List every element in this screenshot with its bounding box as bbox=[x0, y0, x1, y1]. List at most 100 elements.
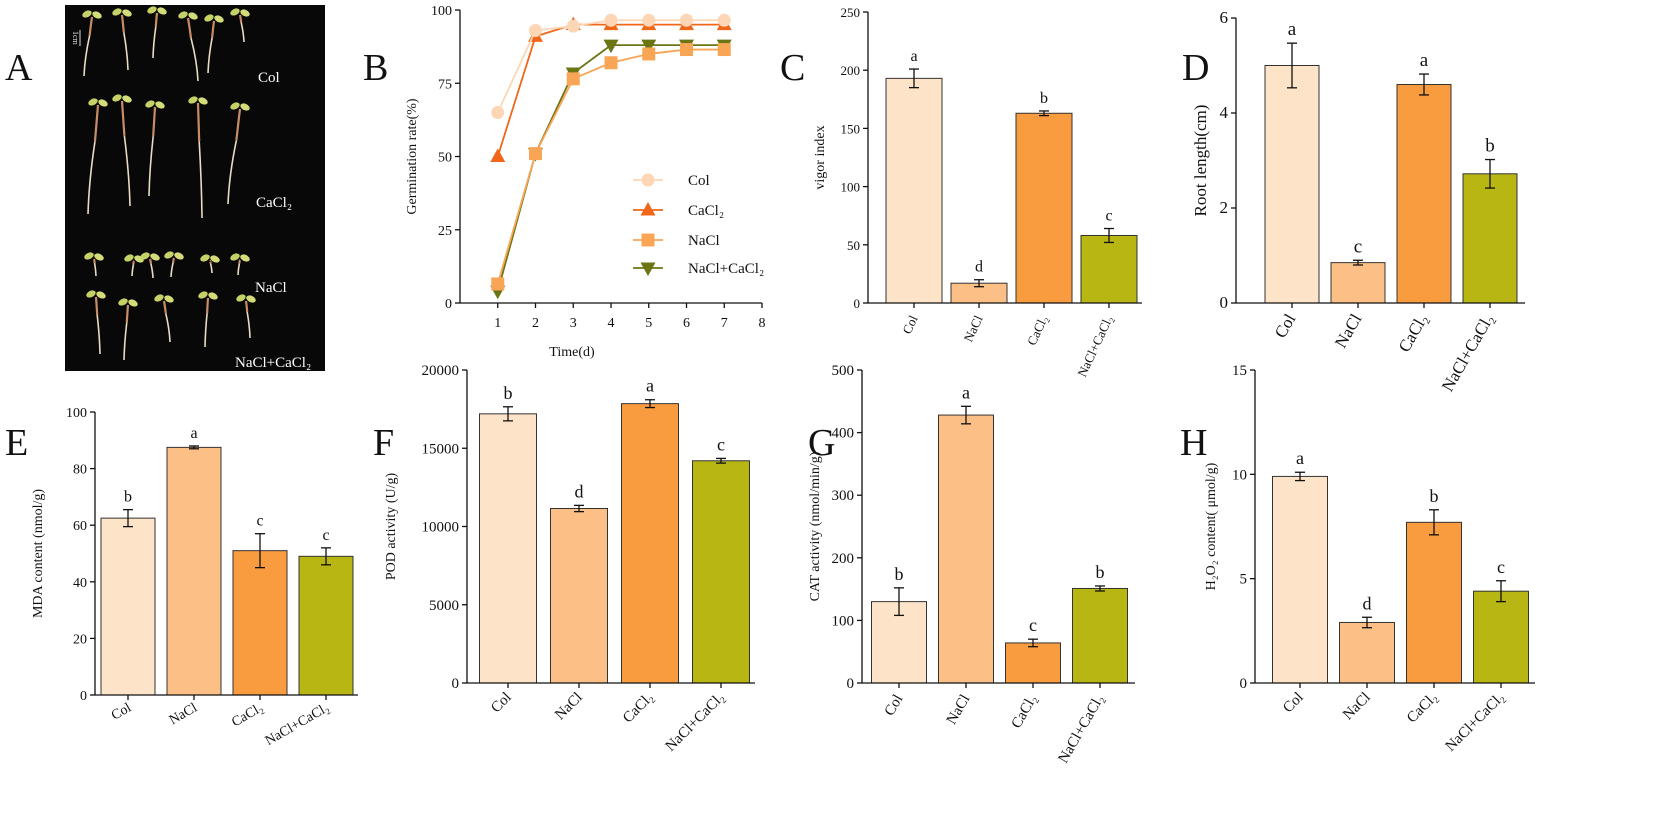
y-tick-label: 20000 bbox=[422, 363, 460, 379]
legend-item: Col bbox=[633, 173, 710, 189]
seedling-cotyledon bbox=[198, 97, 208, 105]
y-tick-label: 0 bbox=[1240, 676, 1248, 692]
y-tick-label: 400 bbox=[832, 426, 855, 442]
data-point-square bbox=[680, 43, 693, 57]
significance-letter: c bbox=[1354, 236, 1362, 257]
y-axis-title: Root length(cm) bbox=[1191, 105, 1210, 217]
seedling-hypocotyl bbox=[244, 300, 249, 313]
bar bbox=[100, 517, 156, 696]
seedling-root bbox=[150, 263, 154, 279]
seedling-root bbox=[123, 322, 128, 361]
data-point-square bbox=[529, 147, 542, 161]
seedling bbox=[178, 11, 199, 82]
seedling-hypocotyl bbox=[172, 257, 176, 263]
seedling-cotyledon bbox=[92, 11, 102, 19]
seedling-root bbox=[240, 22, 245, 43]
seedling-hypocotyl bbox=[148, 258, 152, 264]
panel-letter: C bbox=[780, 47, 805, 89]
y-tick-label: 500 bbox=[832, 363, 855, 379]
seedling-photo bbox=[65, 5, 325, 371]
seedling-cotyledon bbox=[210, 255, 220, 263]
seedling-cotyledon bbox=[94, 253, 104, 261]
significance-letter: c bbox=[1105, 208, 1112, 225]
seedling-root bbox=[209, 263, 213, 274]
photo-label-col: Col bbox=[258, 70, 280, 86]
seedling-root bbox=[198, 141, 203, 219]
y-axis-title: MDA content (nmol/g) bbox=[31, 489, 46, 618]
bar bbox=[1015, 112, 1073, 304]
legend-label: NaCl+CaCl₂ bbox=[688, 261, 764, 277]
seedling-root bbox=[87, 141, 96, 215]
significance-letter: b bbox=[1430, 486, 1439, 506]
panel-letter: A bbox=[5, 47, 33, 89]
x-tick-label: 2 bbox=[532, 316, 539, 331]
significance-letter: b bbox=[1485, 136, 1495, 157]
bar bbox=[1272, 475, 1328, 684]
seedling-cotyledon bbox=[240, 9, 250, 17]
y-tick-label: 0 bbox=[854, 296, 861, 311]
significance-letter: a bbox=[1420, 50, 1429, 71]
seedling-root bbox=[246, 311, 251, 339]
y-tick-label: 150 bbox=[841, 121, 861, 136]
series-line-2 bbox=[491, 43, 731, 291]
bar bbox=[166, 446, 222, 696]
seedling bbox=[230, 8, 250, 43]
seedling-cotyledon bbox=[230, 102, 240, 110]
x-tick-label: 3 bbox=[570, 316, 577, 331]
seedling-root bbox=[207, 37, 213, 74]
seedling-root bbox=[165, 313, 171, 343]
seedling-cotyledon bbox=[230, 8, 240, 16]
significance-letter: a bbox=[962, 382, 970, 402]
data-point-circle bbox=[604, 13, 618, 27]
bar bbox=[938, 414, 994, 684]
seedling-hypocotyl bbox=[93, 104, 100, 142]
bar bbox=[1072, 587, 1128, 684]
y-tick-label: 0 bbox=[80, 689, 87, 704]
seedling-cotyledon bbox=[154, 294, 164, 302]
y-tick-label: 4 bbox=[1220, 103, 1229, 122]
data-point-triangle-up bbox=[640, 202, 656, 216]
seedling-cotyledon bbox=[188, 12, 198, 20]
seedling bbox=[82, 10, 102, 77]
seedling bbox=[198, 291, 218, 348]
seedling-cotyledon bbox=[240, 254, 250, 262]
seedling bbox=[84, 252, 104, 277]
data-point-square bbox=[491, 277, 505, 291]
seedling bbox=[204, 14, 224, 74]
data-point-triangle-down bbox=[603, 39, 619, 54]
seedling-cotyledon bbox=[112, 94, 122, 102]
panel-f-bar-chart: FbColdNaClaCaCl₂cNaCl+CaCl₂0500010000150… bbox=[373, 363, 755, 755]
significance-letter: c bbox=[1029, 615, 1037, 635]
panel-letter: G bbox=[808, 422, 835, 464]
seedling-hypocotyl bbox=[88, 16, 94, 36]
seedling-cotyledon bbox=[230, 253, 240, 261]
data-point-triangle-down bbox=[640, 262, 656, 276]
seedling-cotyledon bbox=[140, 252, 150, 260]
bar bbox=[1005, 642, 1061, 684]
y-tick-label: 50 bbox=[438, 151, 452, 166]
bar bbox=[550, 508, 608, 684]
seedling-root bbox=[123, 32, 129, 71]
y-tick-label: 200 bbox=[832, 551, 855, 567]
seedling-hypocotyl bbox=[235, 108, 242, 141]
seedling-cotyledon bbox=[164, 251, 174, 259]
seedling-cotyledon bbox=[84, 252, 94, 260]
y-tick-label: 40 bbox=[73, 576, 87, 591]
seedling bbox=[112, 8, 132, 71]
seedling-cotyledon bbox=[82, 10, 92, 18]
y-tick-label: 2 bbox=[1220, 198, 1229, 217]
bar bbox=[885, 77, 943, 304]
y-tick-label: 5000 bbox=[429, 598, 459, 614]
y-tick-label: 100 bbox=[431, 4, 452, 19]
y-tick-label: 50 bbox=[847, 238, 860, 253]
data-point-circle bbox=[491, 106, 505, 120]
data-point-circle bbox=[642, 13, 656, 27]
seedling bbox=[236, 294, 256, 339]
seedling-cotyledon bbox=[174, 252, 184, 260]
